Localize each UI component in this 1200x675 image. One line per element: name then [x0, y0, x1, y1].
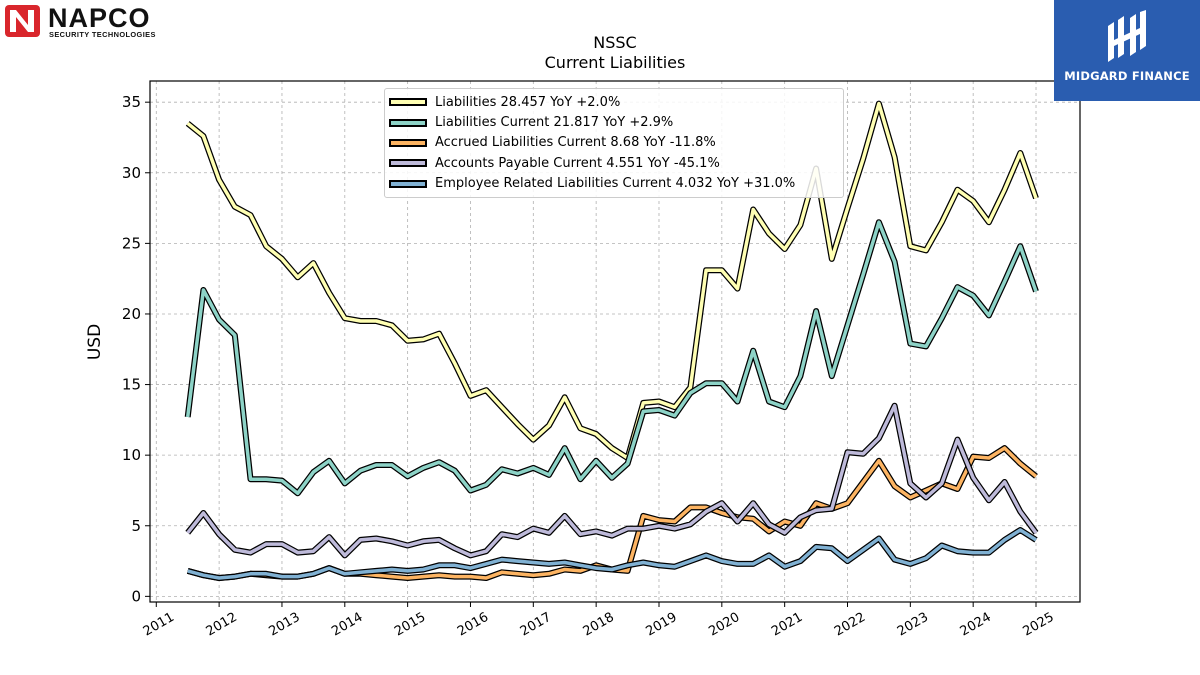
chart-subtitle: Current Liabilities: [544, 53, 686, 72]
x-tick-label: 2021: [769, 610, 805, 640]
legend-item: Employee Related Liabilities Current 4.0…: [389, 174, 843, 194]
x-tick-label: 2020: [706, 610, 742, 640]
y-tick-label: 0: [131, 587, 141, 605]
x-tick-label: 2023: [895, 610, 931, 640]
series-accounts-payable-current: [185, 402, 1039, 559]
x-tick-label: 2011: [141, 610, 177, 640]
legend-label: Liabilities Current 21.817 YoY +2.9%: [435, 115, 674, 131]
legend-swatch: [389, 98, 427, 107]
legend-swatch: [389, 159, 427, 168]
series-line: [185, 220, 1038, 496]
legend-item: Accounts Payable Current 4.551 YoY -45.1…: [389, 153, 843, 173]
y-tick-label: 25: [122, 234, 141, 252]
legend-label: Accrued Liabilities Current 8.68 YoY -11…: [435, 135, 716, 151]
series-line: [186, 403, 1038, 558]
x-tick-label: 2017: [518, 610, 554, 640]
y-tick-label: 35: [122, 93, 141, 111]
napco-logo: NAPCO SECURITY TECHNOLOGIES: [5, 3, 156, 39]
x-tick-label: 2024: [958, 610, 994, 640]
x-tick-label: 2015: [392, 610, 428, 640]
legend-swatch: [389, 118, 427, 127]
midgard-wordmark: MIDGARD FINANCE: [1064, 69, 1190, 83]
napco-emblem-icon: [5, 5, 40, 37]
chart-title: NSSC: [593, 33, 637, 52]
legend-swatch: [389, 179, 427, 188]
x-tick-label: 2025: [1021, 610, 1057, 640]
y-tick-label: 15: [122, 376, 141, 394]
series-liabilities: [185, 100, 1039, 461]
x-tick-label: 2014: [329, 610, 365, 640]
legend-item: Accrued Liabilities Current 8.68 YoY -11…: [389, 133, 843, 153]
x-tick-label: 2018: [581, 610, 617, 640]
y-axis-label: USD: [85, 324, 105, 360]
plot-frame: [149, 80, 1081, 603]
legend-label: Liabilities 28.457 YoY +2.0%: [435, 94, 621, 110]
legend-label: Employee Related Liabilities Current 4.0…: [435, 176, 796, 192]
x-tick-label: 2022: [832, 610, 868, 640]
napco-wordmark: NAPCO: [48, 3, 151, 33]
legend-item: Liabilities 28.457 YoY +2.0%: [389, 92, 843, 112]
series-line: [187, 528, 1037, 580]
series-liabilities-current: [184, 219, 1039, 497]
series-lines: [184, 100, 1039, 581]
midgard-finance-logo: MIDGARD FINANCE: [1054, 0, 1200, 101]
x-tick-label: 2019: [643, 610, 679, 640]
x-tick-label: 2016: [455, 610, 491, 640]
series-line: [186, 101, 1038, 460]
y-axis: 0 5 10 15 20 25 30 35: [122, 93, 150, 605]
legend-label: Accounts Payable Current 4.551 YoY -45.1…: [435, 155, 720, 171]
x-tick-label: 2012: [204, 610, 240, 640]
y-tick-label: 10: [122, 446, 141, 464]
legend-item: Liabilities Current 21.817 YoY +2.9%: [389, 112, 843, 132]
midgard-emblem-icon: [1108, 10, 1146, 62]
y-tick-label: 20: [122, 305, 141, 323]
y-tick-label: 30: [122, 164, 141, 182]
series-employee-related-liabilities-current: [186, 527, 1038, 581]
legend: Liabilities 28.457 YoY +2.0% Liabilities …: [384, 88, 844, 198]
y-tick-label: 5: [131, 517, 141, 535]
x-axis: 2011 2012 2013 2014 2015 2016 2017 2018 2019 2020…: [141, 602, 1057, 639]
napco-tagline: SECURITY TECHNOLOGIES: [49, 30, 156, 39]
x-tick-label: 2013: [266, 610, 302, 640]
legend-swatch: [389, 138, 427, 147]
